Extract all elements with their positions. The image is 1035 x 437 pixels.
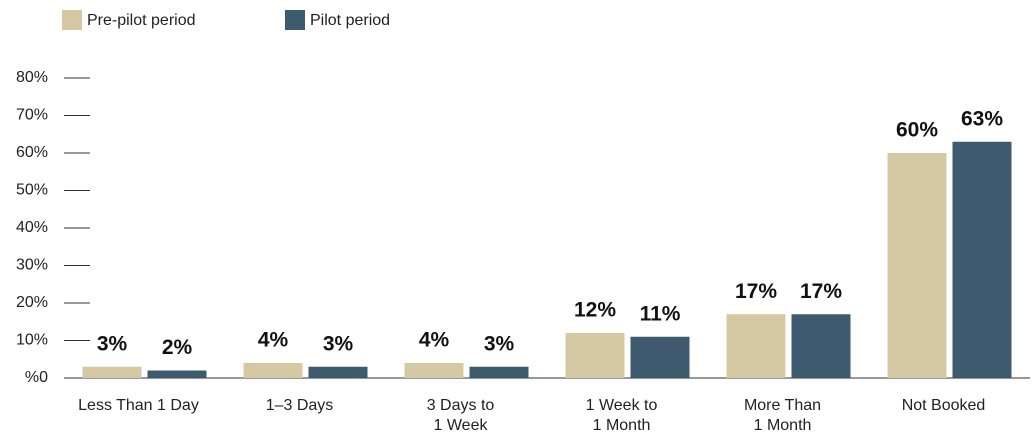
value-label: 3% xyxy=(97,332,128,355)
bar xyxy=(147,370,207,378)
x-tick-label: 1 Week to 1 Month xyxy=(585,397,658,434)
y-tick-label: 80% xyxy=(16,69,48,86)
y-tick-label: 60% xyxy=(16,144,48,161)
value-label: 2% xyxy=(162,336,193,359)
value-label: 63% xyxy=(961,107,1003,130)
bar xyxy=(243,363,303,378)
y-tick-label: 50% xyxy=(16,182,48,199)
value-label: 3% xyxy=(484,332,515,355)
y-tick-label: 20% xyxy=(16,294,48,311)
value-label: 3% xyxy=(323,332,354,355)
x-tick-label: 3 Days to 1 Week xyxy=(426,397,495,434)
bar xyxy=(952,141,1012,378)
bar xyxy=(887,153,947,378)
value-label: 4% xyxy=(258,329,289,352)
x-tick-label: Not Booked xyxy=(901,397,986,414)
x-tick-label: 1–3 Days xyxy=(265,397,334,414)
y-tick-label: 70% xyxy=(16,107,48,124)
bar xyxy=(630,336,690,378)
bar xyxy=(726,314,786,378)
value-label: 12% xyxy=(574,299,616,322)
bar xyxy=(82,366,142,378)
legend-label: Pre-pilot period xyxy=(87,12,196,29)
bar xyxy=(308,366,368,378)
bar xyxy=(791,314,851,378)
value-label: 60% xyxy=(896,119,938,142)
legend-label: Pilot period xyxy=(310,12,390,29)
value-label: 17% xyxy=(800,280,842,303)
y-tick-label: 40% xyxy=(16,219,48,236)
bar xyxy=(469,366,529,378)
legend-swatch xyxy=(62,10,82,30)
bar xyxy=(565,333,625,378)
legend-swatch xyxy=(285,10,305,30)
bar xyxy=(404,363,464,378)
x-tick-label: Less Than 1 Day xyxy=(78,397,199,414)
x-tick-label: More Than 1 Month xyxy=(743,397,822,434)
value-label: 4% xyxy=(419,329,450,352)
value-label: 17% xyxy=(735,280,777,303)
y-tick-label: %0 xyxy=(25,369,48,386)
value-label: 11% xyxy=(640,302,681,325)
y-tick-label: 30% xyxy=(16,257,48,274)
y-tick-label: 10% xyxy=(16,332,48,349)
